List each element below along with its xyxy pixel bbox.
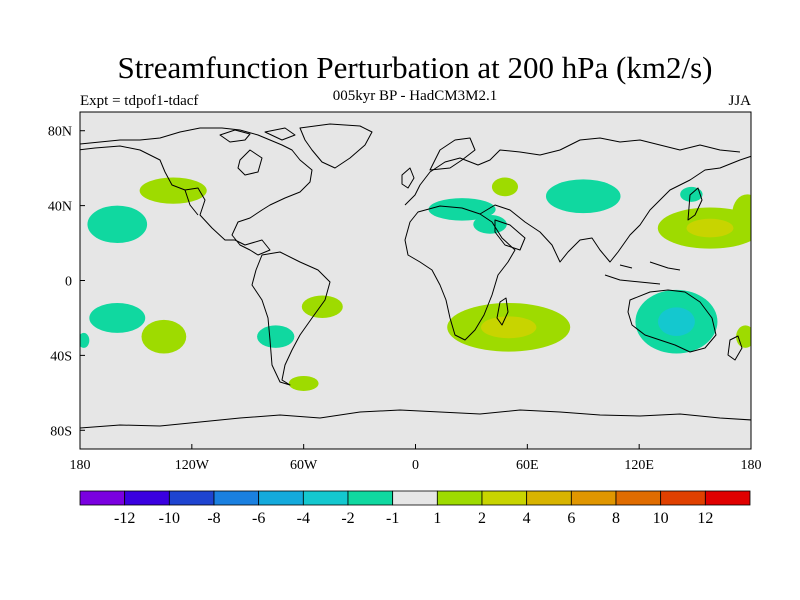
anomaly-core-west-pacific-high	[686, 218, 734, 238]
coastline-arabia	[494, 219, 526, 251]
anomaly-core-southern-africa-high	[481, 316, 537, 339]
colorbar-label: 4	[523, 510, 531, 527]
coastline-africa	[404, 205, 516, 341]
anomaly-core-australia-low	[657, 307, 695, 337]
colorbar-swatch	[258, 490, 304, 506]
coastline-hudson-bay	[237, 149, 263, 176]
lon-tick-label: 180	[70, 458, 91, 473]
coastline-siberia	[559, 137, 741, 153]
anomaly-south-pacific-low	[89, 302, 146, 333]
anomaly-west-atlantic-edge-low	[80, 332, 90, 348]
coastline-arctic-islands	[219, 127, 296, 143]
colorbar-label: -10	[159, 510, 180, 527]
colorbar-label: 8	[612, 510, 620, 527]
colorbar-label: -6	[252, 510, 265, 527]
colorbar-label: 10	[653, 510, 669, 527]
colorbar-swatch	[347, 490, 394, 506]
lon-tick-label: 180	[741, 458, 762, 473]
colorbar-swatch	[570, 490, 617, 506]
coastline-south-america	[251, 251, 331, 386]
lon-tick-label: 0	[412, 458, 419, 473]
colorbar-label: 1	[433, 510, 441, 527]
lat-tick-label: 0	[65, 275, 72, 290]
lon-tick-label: 120E	[624, 458, 654, 473]
map-axes: 80N 40N 0 40S 80S 180 120W 60W 0 60E 120E 180	[48, 125, 762, 473]
coastline-uk	[401, 167, 415, 189]
colorbar-swatch	[168, 490, 215, 506]
colorbar-swatch	[392, 490, 438, 506]
season-label: JJA	[728, 93, 751, 109]
coastline-greenland	[299, 123, 373, 169]
colorbar-swatch	[704, 490, 751, 506]
coastline-new-zealand	[727, 335, 743, 361]
lat-tick-label: 80S	[50, 424, 72, 439]
experiment-label: Expt = tdpof1-tdacf	[80, 93, 199, 109]
colorbar-swatch	[302, 490, 349, 506]
anomaly-mediterranean-low	[428, 198, 496, 221]
anomaly-east-pacific-low	[87, 205, 148, 244]
colorbar-label: -1	[386, 510, 399, 527]
colorbar-swatch	[526, 490, 572, 506]
colorbar-swatch	[124, 490, 170, 506]
coastline-europe	[404, 149, 561, 206]
coastline-indonesia	[604, 261, 681, 285]
plot-title: Streamfunction Perturbation at 200 hPa (…	[117, 50, 713, 85]
lon-tick-label: 120W	[175, 458, 210, 473]
colorbar-swatch	[660, 490, 706, 506]
anomaly-caspian-high	[491, 177, 519, 197]
anomaly-central-asia-low	[545, 179, 621, 214]
colorbar-swatch	[481, 490, 528, 506]
colorbar-label: -12	[114, 510, 135, 527]
colorbar-label: -2	[341, 510, 354, 527]
anomaly-new-zealand-high	[736, 325, 751, 348]
lon-tick-label: 60W	[290, 458, 318, 473]
anomaly-north-pacific-high	[139, 177, 207, 204]
anomaly-drake-passage-high	[288, 375, 319, 391]
anomaly-south-america-low	[257, 325, 295, 348]
colorbar-swatch	[436, 490, 483, 506]
coastline-madagascar	[496, 297, 509, 326]
colorbar-swatch	[79, 490, 126, 506]
anomaly-south-pacific-high	[141, 319, 187, 354]
colorbar-label: 2	[478, 510, 486, 527]
lat-tick-label: 40S	[50, 349, 72, 364]
anomaly-field	[80, 177, 751, 391]
coastline-baja	[184, 189, 199, 216]
coastline-asia	[479, 155, 751, 263]
anomaly-south-atlantic-high	[301, 295, 343, 318]
lat-tick-label: 40N	[48, 200, 72, 215]
plot-subtitle: 005kyr BP - HadCM3M2.1	[332, 88, 498, 104]
map-background	[80, 112, 751, 449]
colorbar-label: -4	[297, 510, 310, 527]
colorbar: -12 -10 -8 -6 -4 -2 -1 1 2 4 6 8 10 12	[79, 490, 751, 527]
colorbar-label: 6	[567, 510, 575, 527]
colorbar-label: -8	[207, 510, 220, 527]
colorbar-swatch	[213, 490, 260, 506]
anomaly-middle-east-low	[473, 214, 507, 234]
colorbar-swatch	[615, 490, 662, 506]
coastline-antarctica	[80, 409, 751, 429]
lat-tick-label: 80N	[48, 125, 72, 140]
coastline-japan	[687, 187, 703, 221]
coastline-australia	[627, 289, 717, 353]
coastline-scandinavia	[429, 137, 476, 171]
lon-tick-label: 60E	[516, 458, 539, 473]
coastlines	[80, 123, 751, 429]
colorbar-label: 12	[697, 510, 713, 527]
